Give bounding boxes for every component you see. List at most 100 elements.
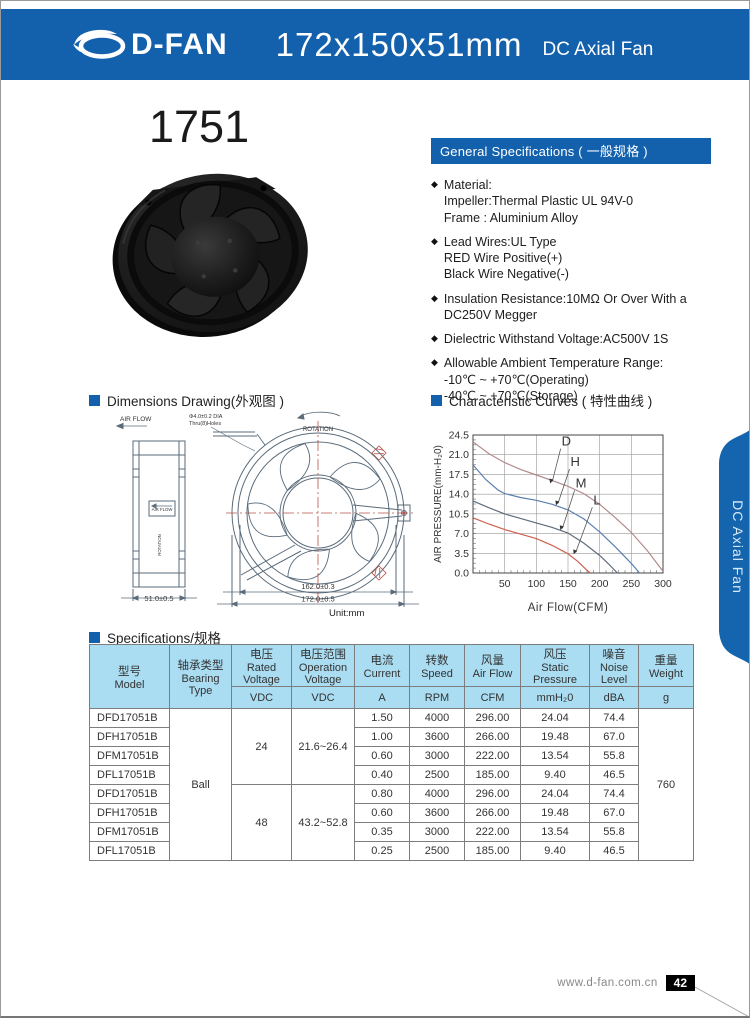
- table-cell: 3600: [409, 803, 465, 823]
- table-cell: 266.00: [464, 803, 521, 823]
- table-cell: 222.00: [464, 746, 521, 766]
- page-subtitle: DC Axial Fan: [542, 38, 654, 60]
- spec-item: ◆ Allowable Ambient Temperature Range: -10…: [431, 356, 664, 403]
- footer: www.d-fan.com.cn 42: [501, 974, 695, 992]
- page-number-badge: 42: [665, 975, 695, 991]
- table-cell: 3000: [409, 746, 465, 766]
- table-cell: 67.0: [589, 727, 639, 747]
- spec-table-body: DFD17051B Ball 24 21.6~26.4 1.50 4000 296.00 24…: [89, 708, 694, 861]
- table-cell: 43.2~52.8: [291, 784, 355, 861]
- spec-item: ◆ Lead Wires:UL Type RED Wire Positive(+) B…: [431, 234, 569, 282]
- depth-dim-label: 51.0±0.5: [144, 594, 173, 603]
- diamond-bullet-icon: ◆: [431, 357, 438, 368]
- website-link[interactable]: www.d-fan.com.cn: [557, 977, 658, 989]
- table-row: DFL17051B 0.40 2500 185.00 9.40 46.5: [89, 765, 694, 785]
- table-row: DFM17051B 0.60 3000 222.00 13.54 55.8: [89, 746, 694, 766]
- header-banner: D-FAN 172x150x51mm DC Axial Fan: [1, 9, 749, 80]
- dimensions-drawing: AIR FLOW Φ4.0±0.2 DIA Thru(8)Holes AIR F…: [115, 411, 419, 619]
- unit-header: RPM: [409, 686, 465, 709]
- table-cell: 46.5: [589, 765, 639, 785]
- table-cell: 222.00: [464, 822, 521, 842]
- unit-label: Unit:mm: [329, 608, 364, 619]
- table-cell: 46.5: [589, 841, 639, 861]
- svg-text:24.5: 24.5: [449, 430, 470, 442]
- table-cell: 0.25: [354, 841, 410, 861]
- svg-text:21.0: 21.0: [449, 449, 470, 461]
- hole-note-label: Thru(8)Holes: [189, 421, 221, 427]
- bolt-dim-label: 162.0±0.3: [301, 582, 334, 591]
- section-bullet-icon: [431, 394, 442, 406]
- curves-section-title: Characteristic Curves ( 特性曲线 ): [431, 390, 652, 410]
- general-specs-title: General Specifications ( 一般规格 ): [431, 138, 711, 164]
- spec-item: ◆ Insulation Resistance:10MΩ Or Over With…: [431, 291, 687, 322]
- general-specs-list: ◆ Material: Impeller:Thermal Plastic UL 94…: [431, 177, 711, 404]
- fan-product-photo: [112, 173, 308, 337]
- table-row: DFD17051B 48 43.2~52.8 0.80 4000 296.00 24.04 7…: [89, 784, 694, 861]
- svg-text:14.0: 14.0: [449, 489, 470, 501]
- inner-airflow-label: AIR FLOW: [152, 507, 174, 512]
- table-cell: 1.50: [354, 708, 410, 728]
- side-tab-label: DC Axial Fan: [730, 500, 746, 594]
- table-cell: 3600: [409, 727, 465, 747]
- svg-text:0.0: 0.0: [454, 568, 469, 580]
- brand-logo: D-FAN: [71, 25, 228, 65]
- svg-text:250: 250: [623, 578, 641, 590]
- table-cell: 48: [231, 784, 292, 861]
- table-cell: 67.0: [589, 803, 639, 823]
- svg-text:L: L: [593, 492, 600, 507]
- table-cell: DFL17051B: [89, 765, 170, 785]
- table-cell: 0.40: [354, 765, 410, 785]
- table-cell: 9.40: [520, 841, 590, 861]
- table-cell: 55.8: [589, 746, 639, 766]
- spec-table: 型号 Model 轴承类型 Bearing Type 电压 Rated Voltage…: [89, 644, 694, 861]
- column-header: 风压 Static Pressure: [520, 644, 590, 687]
- column-header: 重量 Weight: [638, 644, 694, 687]
- outer-dim-label: 172.0±0.5: [301, 595, 334, 604]
- unit-header: g: [638, 686, 694, 709]
- table-cell: DFH17051B: [89, 727, 170, 747]
- table-cell: 185.00: [464, 841, 521, 861]
- brand-name: D-FAN: [131, 27, 228, 61]
- table-cell: 4000: [409, 708, 465, 728]
- svg-text:100: 100: [528, 578, 546, 590]
- spec-title-text: Specifications/规格: [107, 631, 222, 646]
- table-row: DFH17051B 0.60 3600 266.00 19.48 67.0: [89, 803, 694, 823]
- svg-text:200: 200: [591, 578, 609, 590]
- rotation-label: ROTATION: [303, 427, 333, 433]
- table-cell: 24.04: [520, 708, 590, 728]
- table-cell: DFH17051B: [89, 803, 170, 823]
- spec-section-title: Specifications/规格: [89, 627, 221, 647]
- table-cell: 185.00: [464, 765, 521, 785]
- table-cell: 21.6~26.4: [291, 708, 355, 785]
- table-cell: 55.8: [589, 822, 639, 842]
- column-header: 轴承类型 Bearing Type: [169, 644, 232, 709]
- section-bullet-icon: [89, 631, 100, 643]
- table-row: DFM17051B 0.35 3000 222.00 13.54 55.8: [89, 822, 694, 842]
- table-row: DFD17051B Ball 24 21.6~26.4 1.50 4000 296.00 24…: [89, 708, 694, 861]
- unit-header: VDC: [231, 686, 292, 709]
- table-cell: 74.4: [589, 784, 639, 804]
- unit-header: mmH₂0: [520, 686, 590, 709]
- table-cell: DFL17051B: [89, 841, 170, 861]
- table-cell: 760: [638, 708, 694, 861]
- table-cell: 0.80: [354, 784, 410, 804]
- airflow-label: AIR FLOW: [120, 416, 152, 423]
- table-cell: 2500: [409, 841, 465, 861]
- table-cell: 19.48: [520, 727, 590, 747]
- table-cell: 9.40: [520, 765, 590, 785]
- inner-rotation-label: ROTATION: [157, 534, 162, 556]
- table-cell: 1.00: [354, 727, 410, 747]
- svg-text:17.5: 17.5: [449, 469, 470, 481]
- section-bullet-icon: [89, 394, 100, 406]
- unit-header: CFM: [464, 686, 521, 709]
- spec-table-container: 型号 Model 轴承类型 Bearing Type 电压 Rated Voltage…: [89, 644, 694, 861]
- svg-text:10.5: 10.5: [449, 508, 470, 520]
- spec-item: ◆ Material: Impeller:Thermal Plastic UL 94…: [431, 178, 634, 225]
- svg-text:150: 150: [559, 578, 577, 590]
- general-specs-panel: General Specifications ( 一般规格 ) ◆ Materia…: [431, 138, 711, 412]
- curves-title-text: Characteristic Curves ( 特性曲线 ): [449, 394, 653, 409]
- table-cell: 266.00: [464, 727, 521, 747]
- model-number: 1751: [149, 101, 250, 152]
- svg-text:H: H: [571, 454, 580, 469]
